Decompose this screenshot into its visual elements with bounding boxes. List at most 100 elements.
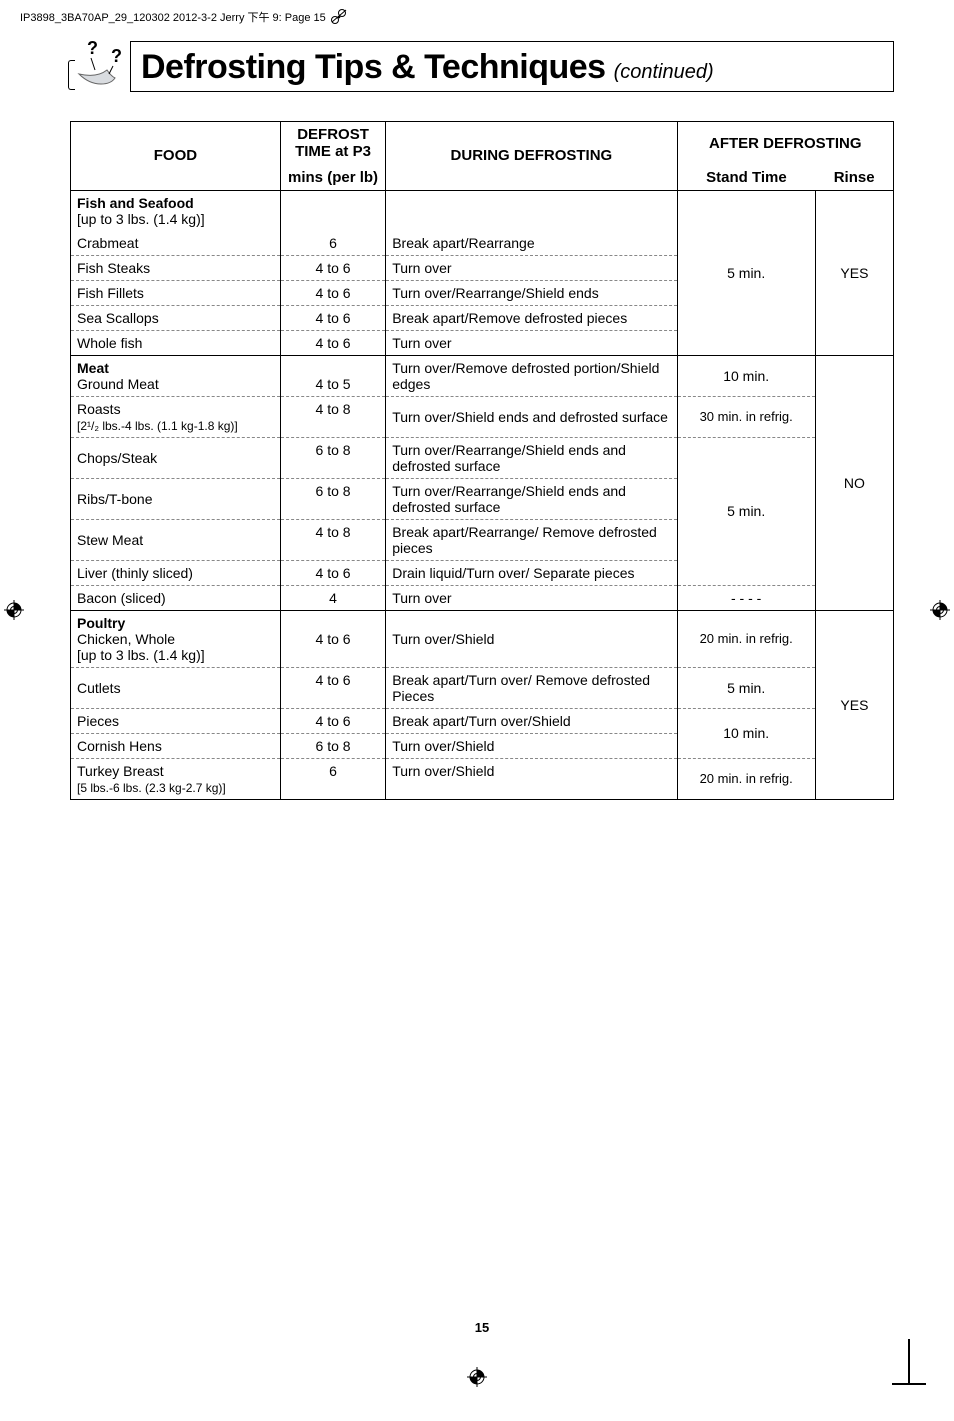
cell-sub: Ground Meat: [77, 376, 159, 392]
cell-food: Bacon (sliced): [71, 585, 281, 610]
cell-text: Chicken, Whole: [77, 631, 175, 647]
cell-sub: [2¹/₂ lbs.-4 lbs. (1.1 kg-1.8 kg)]: [77, 419, 238, 433]
col-mins: mins (per lb): [280, 165, 385, 191]
svg-text:?: ?: [111, 46, 122, 66]
cell-time: 6 to 8: [280, 733, 385, 758]
cell-food: Stew Meat: [71, 519, 281, 560]
cell-food: Whole fish: [71, 330, 281, 355]
cell-during: Drain liquid/Turn over/ Separate pieces: [386, 560, 677, 585]
table-row: Chops/Steak 6 to 8 Turn over/Rearrange/S…: [71, 437, 894, 478]
col-during: DURING DEFROSTING: [386, 122, 677, 191]
col-stand: Stand Time: [677, 165, 815, 191]
svg-text:?: ?: [87, 40, 98, 58]
cell-food: Poultry Chicken, Whole [up to 3 lbs. (1.…: [71, 610, 281, 667]
crop-mark-icon: [330, 8, 348, 26]
cell-food: Roasts [2¹/₂ lbs.-4 lbs. (1.1 kg-1.8 kg)…: [71, 396, 281, 437]
table-row: Poultry Chicken, Whole [up to 3 lbs. (1.…: [71, 610, 894, 667]
cell-time: 4 to 6: [280, 667, 385, 708]
section-label: Meat: [77, 360, 109, 376]
cell-time: 6: [280, 231, 385, 256]
tips-icon: ? ?: [70, 40, 130, 93]
cell-time: 4: [280, 585, 385, 610]
cell-food: Cutlets: [71, 667, 281, 708]
section-sub: [up to 3 lbs. (1.4 kg)]: [77, 211, 205, 227]
cell-time: 4 to 6: [280, 305, 385, 330]
page-title: Defrosting Tips & Techniques: [141, 48, 606, 87]
cell-food: Sea Scallops: [71, 305, 281, 330]
col-defrost-l1: DEFROST: [297, 126, 369, 143]
table-row: Fish and Seafood [up to 3 lbs. (1.4 kg)]…: [71, 190, 894, 231]
cell-during: Break apart/Rearrange/ Remove defrosted …: [386, 519, 677, 560]
cell-during: Turn over/Rearrange/Shield ends and defr…: [386, 478, 677, 519]
cell-during: Turn over/Rearrange/Shield ends: [386, 280, 677, 305]
col-defrost-l2: TIME at P3: [295, 143, 371, 160]
cell-time: 4 to 5: [280, 355, 385, 396]
title-continued: (continued): [614, 61, 714, 84]
table-row: Cutlets 4 to 6 Break apart/Turn over/ Re…: [71, 667, 894, 708]
cell-food: Fish Steaks: [71, 255, 281, 280]
cell-stand: 10 min.: [677, 708, 815, 758]
cell-during: Turn over/Remove defrosted portion/Shiel…: [386, 355, 677, 396]
cell-during: Turn over/Shield: [386, 610, 677, 667]
cell-stand: 20 min. in refrig.: [677, 610, 815, 667]
crop-mark-icon: [908, 1339, 910, 1385]
content-frame: ? ? Defrosting Tips & Techniques (contin…: [70, 40, 894, 1335]
cell-stand: 5 min.: [677, 190, 815, 355]
cell-time: 6 to 8: [280, 478, 385, 519]
print-header: IP3898_3BA70AP_29_120302 2012-3-2 Jerry …: [0, 0, 954, 30]
cell-time: 4 to 6: [280, 560, 385, 585]
cell-during: Break apart/Turn over/ Remove defrosted …: [386, 667, 677, 708]
cell-during: Turn over/Rearrange/Shield ends and defr…: [386, 437, 677, 478]
cell-time: 4 to 8: [280, 396, 385, 437]
cell-during: Turn over: [386, 255, 677, 280]
cell-time: 4 to 6: [280, 255, 385, 280]
cell: [280, 190, 385, 231]
cell-food: Meat Ground Meat: [71, 355, 281, 396]
table-row: Roasts [2¹/₂ lbs.-4 lbs. (1.1 kg-1.8 kg)…: [71, 396, 894, 437]
table-row: Pieces 4 to 6 Break apart/Turn over/Shie…: [71, 708, 894, 733]
section-label: Fish and Seafood: [77, 195, 194, 211]
section-label: Poultry: [77, 615, 125, 631]
title-box: Defrosting Tips & Techniques (continued): [130, 41, 894, 92]
cell-stand: - - - -: [677, 585, 815, 610]
title-row: ? ? Defrosting Tips & Techniques (contin…: [70, 40, 894, 93]
cell-during: Turn over/Shield: [386, 758, 677, 799]
cell-stand: 30 min. in refrig.: [677, 396, 815, 437]
cell-during: Turn over: [386, 330, 677, 355]
cell-rinse: NO: [815, 355, 893, 610]
cell-time: 4 to 8: [280, 519, 385, 560]
section-fish: Fish and Seafood [up to 3 lbs. (1.4 kg)]: [71, 190, 281, 231]
table-row: Meat Ground Meat 4 to 5 Turn over/Remove…: [71, 355, 894, 396]
registration-mark-icon: [4, 600, 24, 620]
col-defrost: DEFROST TIME at P3: [280, 122, 385, 165]
col-rinse: Rinse: [815, 165, 893, 191]
cell-rinse: YES: [815, 190, 893, 355]
cell-sub: [5 lbs.-6 lbs. (2.3 kg-2.7 kg)]: [77, 781, 226, 795]
header-text: IP3898_3BA70AP_29_120302 2012-3-2 Jerry …: [20, 9, 326, 25]
cell-text: Roasts: [77, 401, 121, 417]
page-number: 15: [70, 1320, 894, 1335]
table-row: Turkey Breast [5 lbs.-6 lbs. (2.3 kg-2.7…: [71, 758, 894, 799]
cell-sub: [up to 3 lbs. (1.4 kg)]: [77, 647, 205, 663]
cell-food: Liver (thinly sliced): [71, 560, 281, 585]
cell-time: 4 to 6: [280, 280, 385, 305]
cell-food: Fish Fillets: [71, 280, 281, 305]
cell-during: Turn over/Shield: [386, 733, 677, 758]
cell-stand: 10 min.: [677, 355, 815, 396]
cell-food: Turkey Breast [5 lbs.-6 lbs. (2.3 kg-2.7…: [71, 758, 281, 799]
cell-during: Break apart/Rearrange: [386, 231, 677, 256]
cell-time: 6 to 8: [280, 437, 385, 478]
cell-food: Pieces: [71, 708, 281, 733]
cell-rinse: YES: [815, 610, 893, 799]
cell-stand: 20 min. in refrig.: [677, 758, 815, 799]
cell-during: Break apart/Remove defrosted pieces: [386, 305, 677, 330]
table-row: Bacon (sliced) 4 Turn over - - - -: [71, 585, 894, 610]
col-food: FOOD: [71, 122, 281, 191]
cell-stand: 5 min.: [677, 667, 815, 708]
cell-food: Ribs/T-bone: [71, 478, 281, 519]
cell: [386, 190, 677, 231]
cell-text: Turkey Breast: [77, 763, 164, 779]
cell-time: 4 to 6: [280, 708, 385, 733]
cell-food: Crabmeat: [71, 231, 281, 256]
cell-during: Break apart/Turn over/Shield: [386, 708, 677, 733]
